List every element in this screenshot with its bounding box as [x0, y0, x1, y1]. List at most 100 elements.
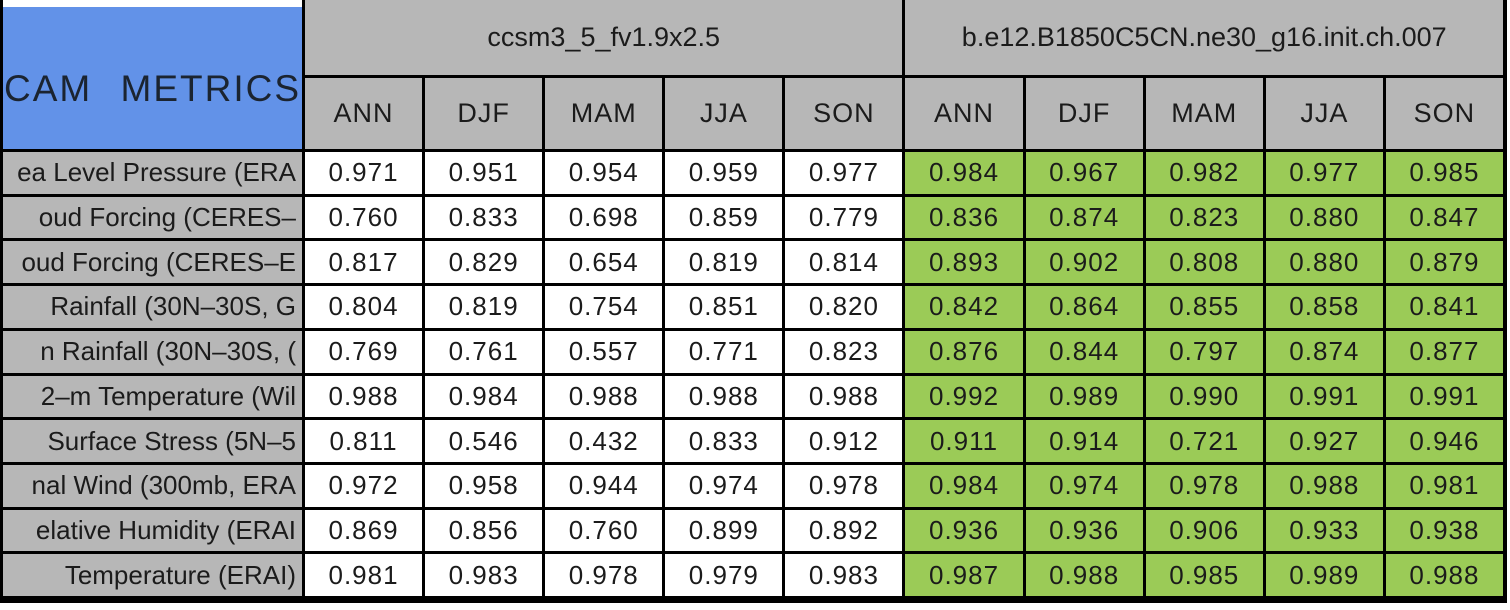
value-cell-group1: 0.972 — [305, 464, 423, 507]
value-cell-group2: 0.876 — [905, 330, 1023, 373]
value-cell-group2: 0.842 — [905, 286, 1023, 328]
value-cell-group1: 0.978 — [785, 464, 903, 507]
season-header-jja-1: JJA — [665, 78, 783, 149]
metrics-title-cell: CAM METRICS — [3, 0, 302, 149]
value-cell-group1: 0.984 — [425, 375, 543, 418]
value-cell-group2: 0.985 — [1145, 554, 1263, 596]
value-cell-group2: 0.914 — [1025, 420, 1143, 462]
value-cell-group2: 0.808 — [1145, 241, 1263, 284]
value-cell-group1: 0.983 — [785, 554, 903, 596]
value-cell-group2: 0.988 — [1265, 464, 1383, 507]
row-label: Surface Stress (5N–5 — [3, 420, 302, 462]
value-cell-group2: 0.991 — [1385, 375, 1503, 418]
value-cell-group2: 0.836 — [905, 196, 1023, 239]
value-cell-group2: 0.847 — [1385, 196, 1503, 239]
value-cell-group1: 0.760 — [545, 509, 663, 552]
value-cell-group1: 0.833 — [665, 420, 783, 462]
value-cell-group1: 0.851 — [665, 286, 783, 328]
value-cell-group1: 0.951 — [425, 152, 543, 194]
value-cell-group2: 0.911 — [905, 420, 1023, 462]
value-cell-group1: 0.978 — [545, 554, 663, 596]
value-cell-group1: 0.944 — [545, 464, 663, 507]
value-cell-group2: 0.879 — [1385, 241, 1503, 284]
value-cell-group1: 0.820 — [785, 286, 903, 328]
value-cell-group1: 0.869 — [305, 509, 423, 552]
value-cell-group1: 0.979 — [665, 554, 783, 596]
value-cell-group2: 0.841 — [1385, 286, 1503, 328]
metrics-title: CAM METRICS — [4, 68, 301, 109]
row-label: nal Wind (300mb, ERA — [3, 464, 302, 507]
value-cell-group2: 0.987 — [905, 554, 1023, 596]
value-cell-group2: 0.984 — [905, 464, 1023, 507]
season-header-jja-2: JJA — [1265, 78, 1383, 149]
value-cell-group1: 0.779 — [785, 196, 903, 239]
value-cell-group1: 0.557 — [545, 330, 663, 373]
season-header-mam-1: MAM — [545, 78, 663, 149]
value-cell-group1: 0.823 — [785, 330, 903, 373]
value-cell-group1: 0.974 — [665, 464, 783, 507]
season-header-son-1: SON — [785, 78, 903, 149]
value-cell-group2: 0.946 — [1385, 420, 1503, 462]
value-cell-group2: 0.864 — [1025, 286, 1143, 328]
value-cell-group2: 0.797 — [1145, 330, 1263, 373]
value-cell-group2: 0.967 — [1025, 152, 1143, 194]
value-cell-group1: 0.988 — [545, 375, 663, 418]
value-cell-group1: 0.959 — [665, 152, 783, 194]
value-cell-group2: 0.877 — [1385, 330, 1503, 373]
value-cell-group2: 0.991 — [1265, 375, 1383, 418]
value-cell-group1: 0.814 — [785, 241, 903, 284]
value-cell-group1: 0.754 — [545, 286, 663, 328]
value-cell-group1: 0.899 — [665, 509, 783, 552]
value-cell-group2: 0.880 — [1265, 196, 1383, 239]
value-cell-group1: 0.698 — [545, 196, 663, 239]
value-cell-group2: 0.978 — [1145, 464, 1263, 507]
model-header-b-e12: b.e12.B1850C5CN.ne30_g16.init.ch.007 — [905, 0, 1503, 75]
value-cell-group2: 0.855 — [1145, 286, 1263, 328]
value-cell-group1: 0.829 — [425, 241, 543, 284]
season-header-djf-2: DJF — [1025, 78, 1143, 149]
value-cell-group2: 0.906 — [1145, 509, 1263, 552]
value-cell-group1: 0.819 — [425, 286, 543, 328]
value-cell-group1: 0.833 — [425, 196, 543, 239]
value-cell-group2: 0.982 — [1145, 152, 1263, 194]
value-cell-group1: 0.988 — [665, 375, 783, 418]
row-label: n Rainfall (30N–30S, ( — [3, 330, 302, 373]
season-header-ann-1: ANN — [305, 78, 423, 149]
value-cell-group2: 0.988 — [1385, 554, 1503, 596]
value-cell-group1: 0.988 — [785, 375, 903, 418]
value-cell-group1: 0.432 — [545, 420, 663, 462]
value-cell-group1: 0.983 — [425, 554, 543, 596]
season-header-djf-1: DJF — [425, 78, 543, 149]
metrics-title-blue-panel: CAM METRICS — [3, 7, 302, 149]
value-cell-group2: 0.938 — [1385, 509, 1503, 552]
value-cell-group1: 0.912 — [785, 420, 903, 462]
value-cell-group1: 0.760 — [305, 196, 423, 239]
value-cell-group1: 0.988 — [305, 375, 423, 418]
value-cell-group2: 0.981 — [1385, 464, 1503, 507]
season-header-son-2: SON — [1385, 78, 1503, 149]
value-cell-group2: 0.880 — [1265, 241, 1383, 284]
value-cell-group2: 0.989 — [1025, 375, 1143, 418]
row-label: elative Humidity (ERAI — [3, 509, 302, 552]
value-cell-group2: 0.989 — [1265, 554, 1383, 596]
value-cell-group1: 0.971 — [305, 152, 423, 194]
season-header-mam-2: MAM — [1145, 78, 1263, 149]
row-label: Temperature (ERAI) — [3, 554, 302, 596]
value-cell-group2: 0.823 — [1145, 196, 1263, 239]
season-header-ann-2: ANN — [905, 78, 1023, 149]
value-cell-group2: 0.974 — [1025, 464, 1143, 507]
row-label: oud Forcing (CERES–E — [3, 241, 302, 284]
value-cell-group1: 0.817 — [305, 241, 423, 284]
value-cell-group2: 0.858 — [1265, 286, 1383, 328]
value-cell-group1: 0.954 — [545, 152, 663, 194]
value-cell-group1: 0.856 — [425, 509, 543, 552]
value-cell-group1: 0.761 — [425, 330, 543, 373]
value-cell-group2: 0.933 — [1265, 509, 1383, 552]
value-cell-group1: 0.771 — [665, 330, 783, 373]
row-label: 2–m Temperature (Wil — [3, 375, 302, 418]
value-cell-group1: 0.654 — [545, 241, 663, 284]
row-label: Rainfall (30N–30S, G — [3, 286, 302, 328]
value-cell-group2: 0.985 — [1385, 152, 1503, 194]
